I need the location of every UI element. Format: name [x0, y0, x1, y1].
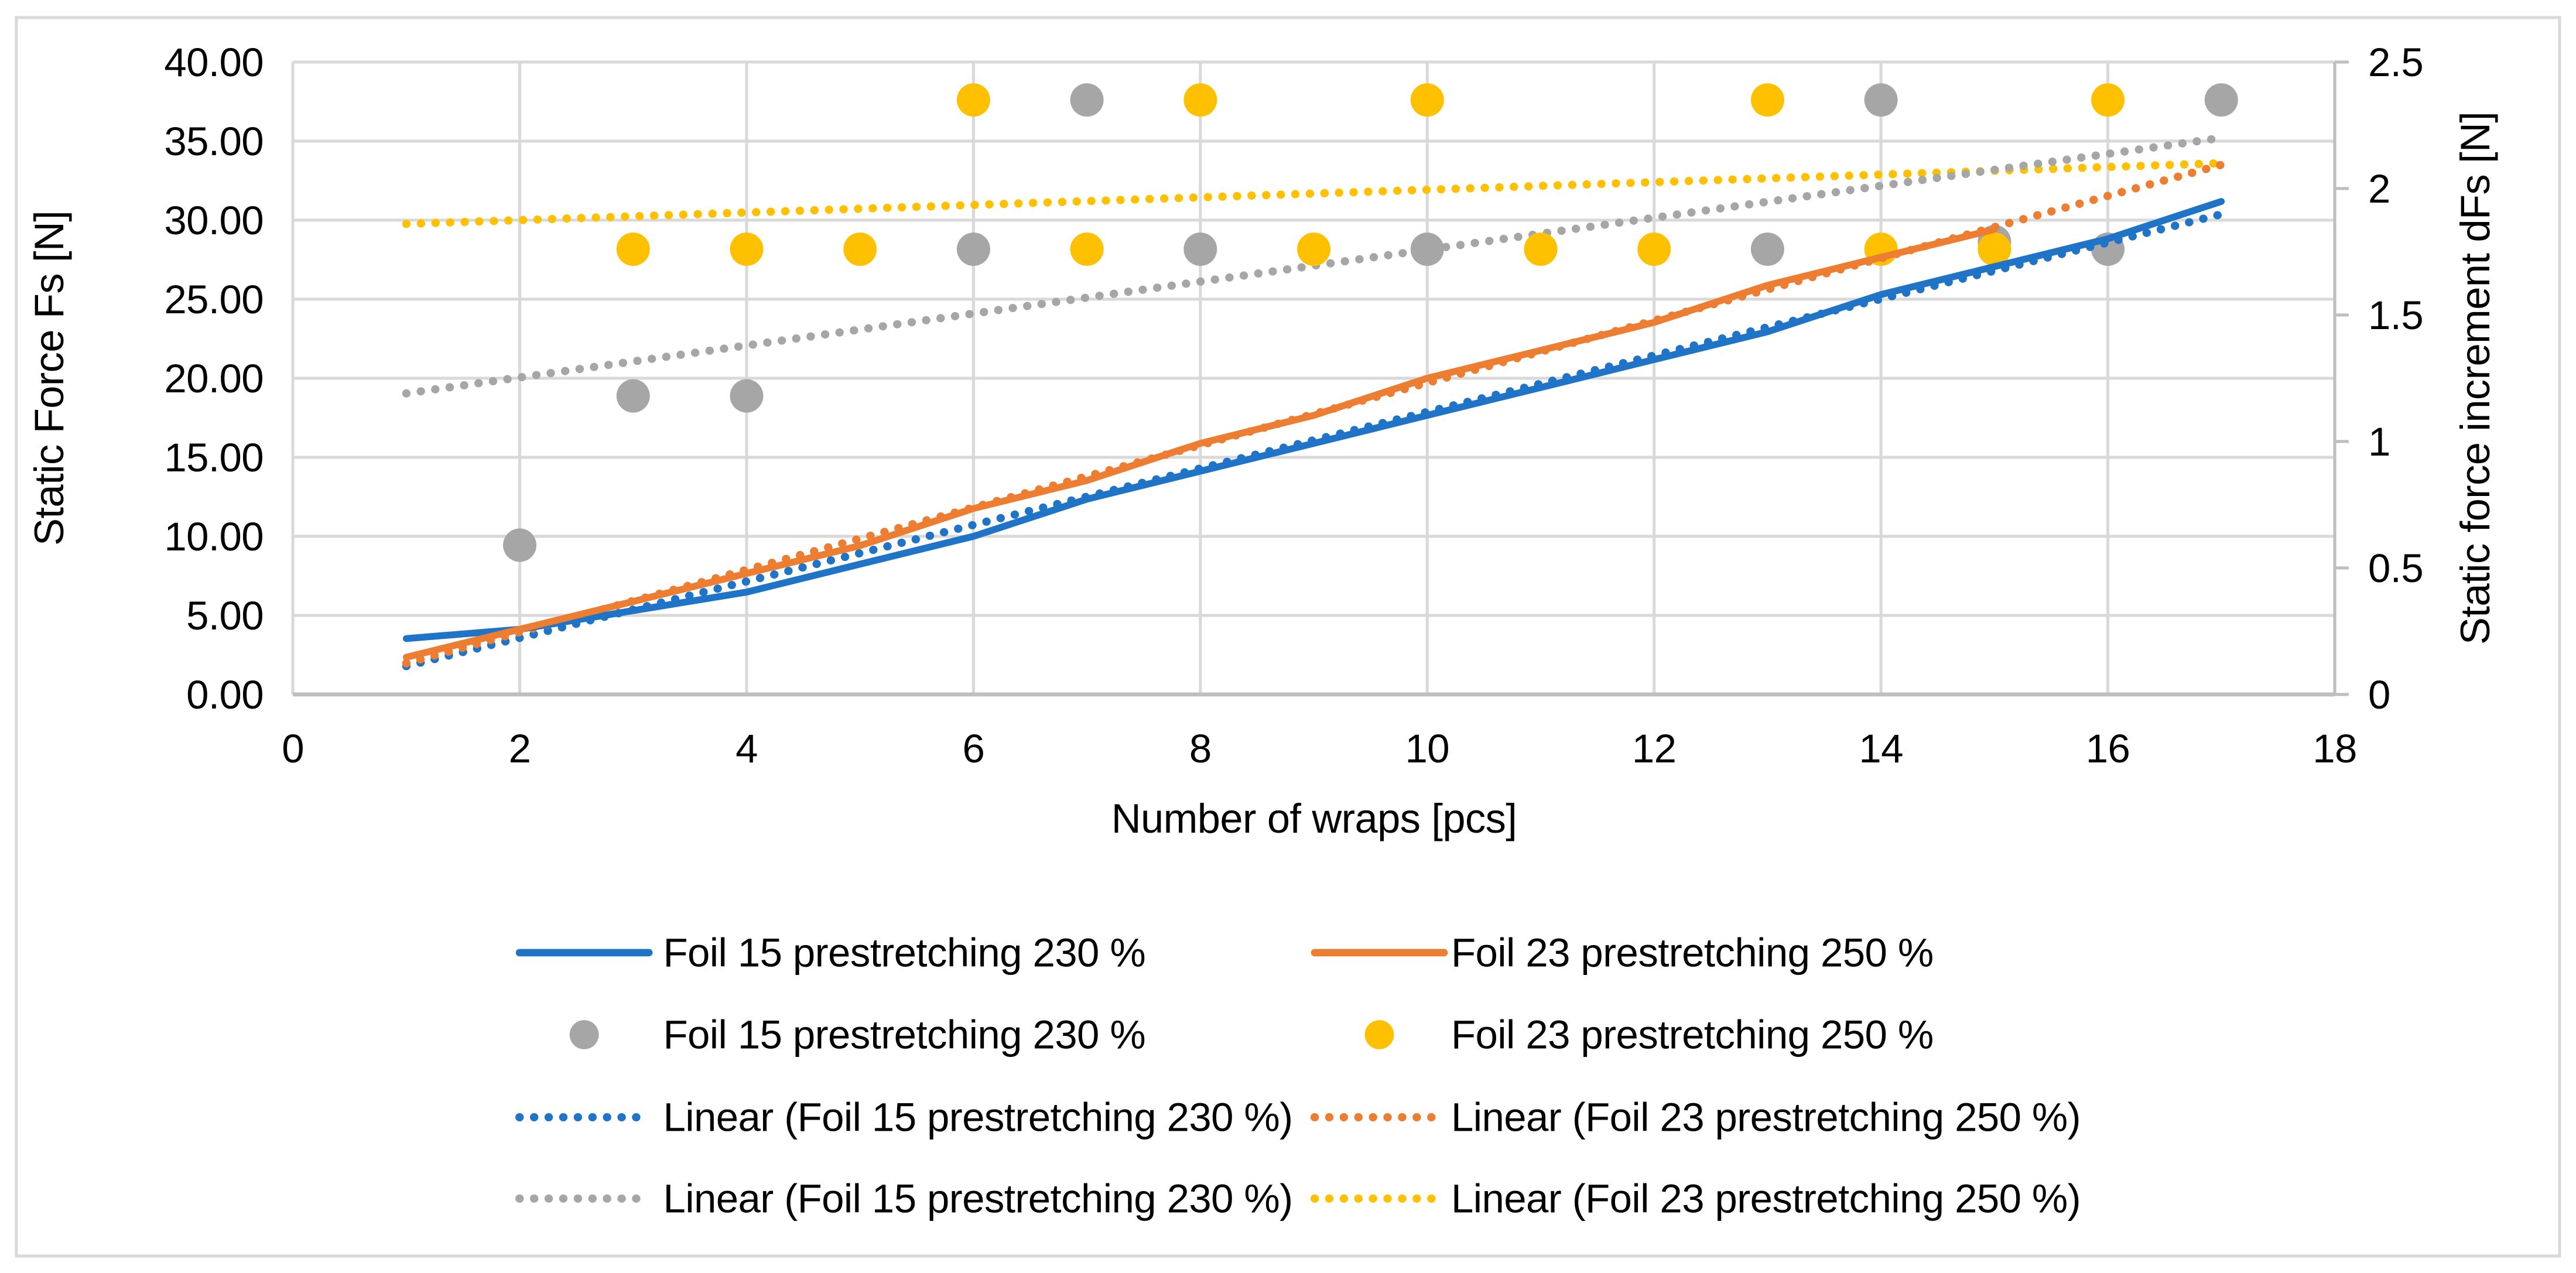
data-point [956, 232, 990, 266]
x-tick-label: 16 [2086, 726, 2130, 771]
y-right-tick-label: 2 [2368, 166, 2390, 211]
data-point [1183, 83, 1217, 117]
x-tick-label: 4 [735, 726, 758, 771]
legend-dot-marker [1364, 1020, 1394, 1049]
y-right-tick-label: 2.5 [2368, 40, 2423, 85]
legend-item: Foil 15 prestretching 230 % [569, 1012, 1146, 1057]
data-point [616, 232, 650, 266]
y-left-tick-label: 40.00 [164, 40, 264, 85]
x-axis-title: Number of wraps [pcs] [1111, 795, 1517, 841]
y-right-tick-label: 0.5 [2368, 546, 2423, 591]
data-point [1070, 232, 1104, 266]
y-right-axis-title: Static force increment dFs [N] [2452, 112, 2498, 645]
series-foil15-force [402, 198, 2225, 642]
data-point [1978, 232, 2011, 266]
y-left-tick-label: 0.00 [186, 672, 264, 717]
legend-label: Linear (Foil 23 prestretching 250 %) [1451, 1176, 2081, 1221]
x-tick-label: 2 [509, 726, 531, 771]
legend-item: Foil 23 prestretching 250 % [1311, 930, 1934, 975]
data-point [1750, 232, 1784, 266]
data-point [1750, 83, 1784, 117]
gridlines [291, 60, 2336, 696]
legend-label: Linear (Foil 15 prestretching 230 %) [663, 1176, 1293, 1221]
y-left-tick-label: 35.00 [164, 119, 264, 164]
x-tick-label: 14 [1859, 726, 1903, 771]
x-tick-label: 0 [282, 726, 304, 771]
legend-label: Linear (Foil 23 prestretching 250 %) [1451, 1094, 2081, 1139]
data-point [730, 379, 764, 413]
data-point [1637, 232, 1671, 266]
legend-dot-marker [569, 1020, 599, 1049]
y-left-tick-label: 15.00 [164, 435, 264, 480]
series-trend-foil23-increment [402, 159, 2226, 228]
y-left-tick-label: 25.00 [164, 277, 264, 322]
y-left-axis-title: Static Force Fs [N] [26, 211, 72, 546]
y-left-tick-label: 5.00 [186, 593, 264, 638]
data-point [1070, 83, 1104, 117]
data-point [1864, 83, 1898, 117]
legend-label: Foil 23 prestretching 250 % [1451, 930, 1934, 975]
x-tick-label: 6 [963, 726, 985, 771]
legend-label: Linear (Foil 15 prestretching 230 %) [663, 1094, 1293, 1139]
data-point [956, 83, 990, 117]
legend-label: Foil 23 prestretching 250 % [1451, 1012, 1934, 1057]
x-tick-label: 12 [1632, 726, 1677, 771]
x-tick-label: 18 [2312, 726, 2357, 771]
x-tick-label: 8 [1189, 726, 1212, 771]
data-point [616, 379, 650, 413]
y-right-tick-label: 1 [2368, 419, 2390, 464]
y-left-tick-label: 30.00 [164, 198, 264, 243]
data-point [1524, 232, 1558, 266]
legend-item: Linear (Foil 15 prestretching 230 %) [515, 1094, 1293, 1139]
y-right-tick-label: 0 [2368, 672, 2390, 717]
data-point [1410, 83, 1444, 117]
data-point [503, 528, 537, 562]
x-tick-label: 10 [1405, 726, 1449, 771]
data-point [1183, 232, 1217, 266]
y-left-tick-label: 10.00 [164, 514, 264, 559]
series-foil23-force [402, 225, 1998, 661]
legend-item: Foil 15 prestretching 230 % [515, 930, 1146, 975]
data-point [1410, 232, 1444, 266]
data-point [730, 232, 764, 266]
data-point [2091, 83, 2125, 117]
data-point [2204, 83, 2238, 117]
legend-item: Linear (Foil 15 prestretching 230 %) [515, 1176, 1293, 1221]
legend-label: Foil 15 prestretching 230 % [663, 1012, 1146, 1057]
legend: Foil 15 prestretching 230 % Foil 15 prest… [515, 930, 2081, 1221]
legend-item: Foil 23 prestretching 250 % [1364, 1012, 1934, 1057]
y-left-tick-label: 20.00 [164, 356, 264, 401]
figure-border [15, 16, 2561, 1258]
legend-item: Linear (Foil 23 prestretching 250 %) [1310, 1094, 2081, 1139]
y-right-tick-label: 1.5 [2368, 293, 2423, 338]
legend-label: Foil 15 prestretching 230 % [663, 930, 1146, 975]
plot-area: 0.005.0010.0015.0020.0025.0030.0035.0040… [164, 40, 2423, 771]
data-point [1297, 232, 1331, 266]
data-point [843, 232, 877, 266]
legend-item: Linear (Foil 23 prestretching 250 %) [1310, 1176, 2081, 1221]
